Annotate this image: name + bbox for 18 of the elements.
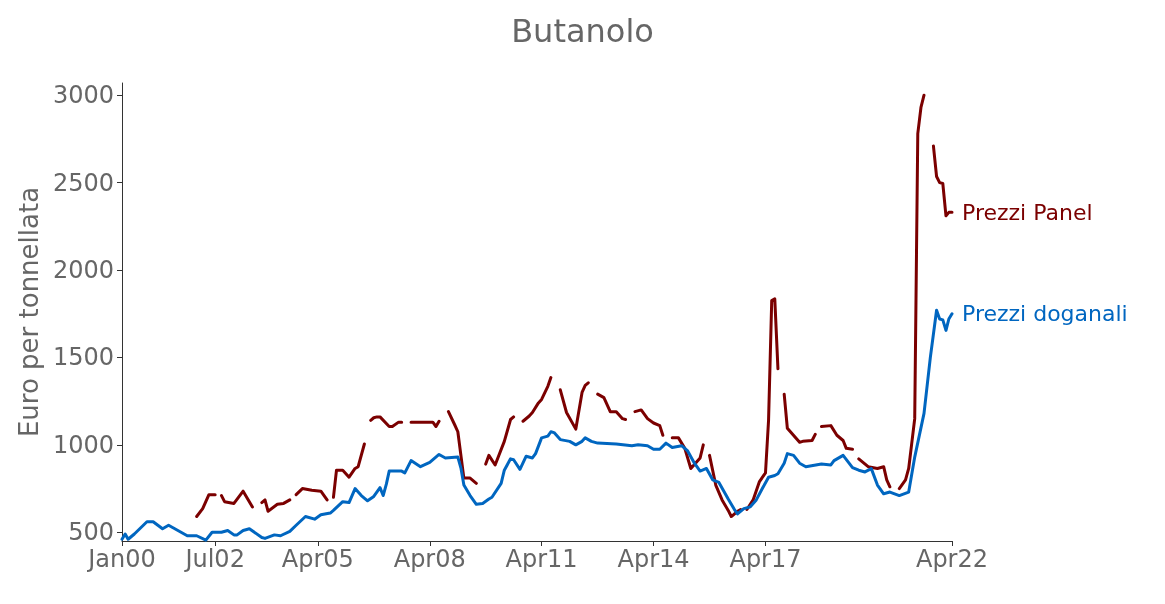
y-tick-label: 500 — [68, 518, 114, 547]
y-tick-label: 1500 — [52, 343, 114, 372]
x-tick-label: Jan00 — [86, 545, 156, 573]
y-axis-title: Euro per tonnellata — [14, 186, 44, 438]
x-tick-label: Apr17 — [729, 545, 802, 573]
series-label: Prezzi Panel — [962, 199, 1093, 225]
y-tick-label: 2500 — [52, 168, 114, 197]
x-tick-label: Apr11 — [505, 545, 578, 573]
x-tick-label: Apr14 — [617, 545, 690, 573]
chart-title: Butanolo — [511, 12, 654, 50]
y-tick-label: 3000 — [52, 81, 114, 110]
y-tick-label: 1000 — [52, 430, 114, 459]
x-tick-label: Apr05 — [281, 545, 354, 573]
y-tick-label: 2000 — [52, 256, 114, 285]
x-tick-label: Apr08 — [393, 545, 466, 573]
x-tick-label: Jul02 — [183, 545, 245, 573]
x-tick-label: Apr22 — [915, 545, 989, 573]
series-label: Prezzi doganali — [962, 301, 1128, 327]
